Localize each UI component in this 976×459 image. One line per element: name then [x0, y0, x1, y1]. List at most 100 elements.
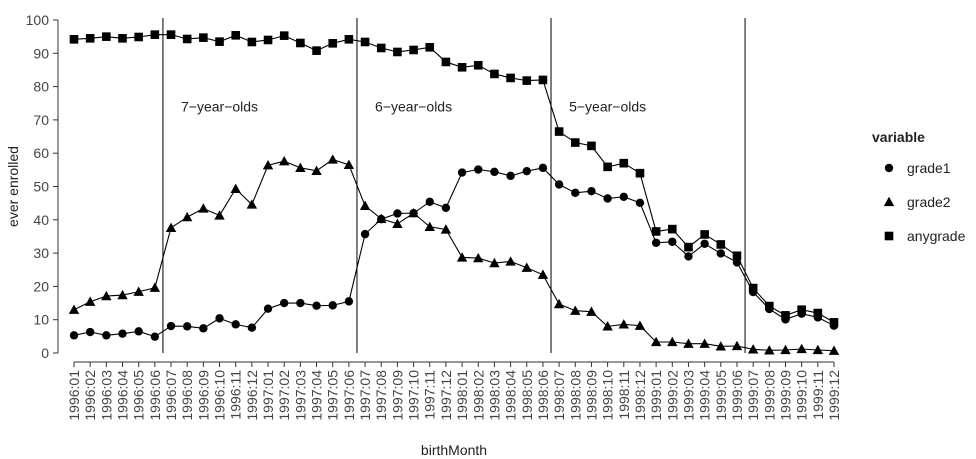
series-grade1	[69, 163, 839, 341]
x-tick-label: 1996:04	[115, 370, 131, 421]
point-anygrade	[344, 35, 354, 44]
point-grade1	[328, 301, 337, 310]
point-grade2	[214, 210, 225, 220]
point-grade1	[441, 203, 451, 213]
point-grade1	[522, 166, 531, 176]
point-grade1	[700, 239, 709, 248]
x-tick-label: 1996:08	[179, 370, 195, 421]
legend-label-grade1: grade1	[907, 160, 951, 176]
point-grade2	[246, 199, 258, 209]
point-anygrade	[215, 37, 224, 46]
x-tick-label: 1997:05	[325, 370, 341, 421]
x-tick-label: 1997:07	[357, 370, 373, 421]
point-grade2	[634, 320, 646, 330]
x-tick-label: 1999:03	[680, 370, 696, 421]
point-grade2	[327, 154, 338, 164]
y-tick-label: 90	[33, 45, 49, 61]
age-group-label: 5−year−olds	[569, 99, 646, 115]
point-grade2	[424, 221, 435, 231]
x-tick-label: 1997:02	[276, 370, 292, 421]
point-anygrade	[732, 251, 742, 261]
point-anygrade	[457, 62, 467, 72]
point-anygrade	[425, 43, 435, 52]
x-tick-label: 1997:06	[341, 370, 357, 421]
point-grade1	[587, 186, 596, 196]
y-tick-label: 50	[33, 179, 49, 195]
point-grade1	[118, 329, 127, 338]
point-anygrade	[522, 76, 532, 85]
point-anygrade	[619, 158, 629, 168]
point-anygrade	[748, 283, 758, 293]
point-grade2	[279, 155, 290, 166]
point-grade2	[376, 213, 387, 223]
point-grade1	[215, 314, 224, 323]
point-grade1	[684, 252, 693, 261]
series-group	[68, 30, 840, 355]
point-anygrade	[231, 31, 241, 40]
point-grade1	[150, 332, 160, 341]
y-tick-label: 10	[33, 312, 49, 328]
point-anygrade	[296, 38, 305, 48]
x-tick-label: 1999:07	[745, 370, 761, 421]
point-grade1	[312, 301, 321, 310]
point-grade2	[198, 203, 209, 213]
point-anygrade	[393, 47, 402, 57]
point-grade1	[457, 168, 467, 177]
point-grade1	[263, 304, 273, 313]
point-grade1	[506, 171, 515, 181]
point-grade1	[199, 324, 208, 333]
x-tick-label: 1999:01	[648, 370, 664, 421]
point-grade2	[602, 321, 613, 331]
legend-title: variable	[872, 129, 925, 145]
point-grade1	[69, 331, 79, 340]
point-grade2	[828, 345, 840, 355]
x-tick-label: 1996:11	[228, 370, 244, 420]
point-grade2	[489, 257, 500, 268]
point-grade1	[393, 209, 402, 218]
point-anygrade	[199, 33, 208, 42]
point-grade1	[474, 165, 483, 174]
point-grade2	[521, 262, 532, 272]
x-tick-label: 1996:09	[195, 370, 211, 421]
point-anygrade	[182, 34, 192, 44]
point-anygrade	[118, 34, 127, 43]
x-tick-label: 1999:12	[826, 370, 842, 421]
x-tick-label: 1998:02	[470, 370, 486, 421]
point-grade2	[408, 207, 419, 218]
point-anygrade	[635, 168, 645, 178]
cutoff-lines	[162, 18, 746, 353]
point-grade2	[392, 218, 403, 228]
legend-marker-grade2	[883, 196, 895, 207]
x-tick-label: 1996:06	[147, 370, 163, 421]
x-tick-label: 1997:03	[292, 370, 308, 421]
point-grade1	[603, 194, 612, 203]
point-grade1	[247, 323, 257, 332]
point-anygrade	[247, 37, 257, 47]
point-grade1	[554, 180, 564, 189]
point-grade1	[571, 188, 580, 198]
point-grade2	[667, 336, 678, 347]
point-anygrade	[570, 138, 580, 147]
age-group-annotations: 7−year−olds 6−year−olds 5−year−olds	[181, 99, 646, 115]
point-grade2	[812, 344, 824, 355]
point-grade1	[182, 322, 192, 331]
point-anygrade	[538, 75, 548, 85]
legend-label-anygrade: anygrade	[907, 228, 966, 244]
y-axis-title: ever enrolled	[5, 146, 21, 227]
line-anygrade	[73, 34, 835, 323]
point-grade2	[764, 345, 775, 355]
legend: variable grade1 grade2 anygrade	[872, 129, 966, 244]
point-anygrade	[587, 141, 596, 151]
point-anygrade	[85, 34, 95, 43]
point-grade1	[231, 320, 240, 329]
x-tick-label: 1998:10	[600, 370, 616, 421]
x-tick-label: 1999:02	[664, 370, 680, 421]
point-anygrade	[651, 227, 661, 236]
point-grade2	[683, 338, 694, 348]
point-anygrade	[441, 57, 451, 67]
point-grade2	[262, 159, 274, 170]
x-tick-label: 1997:09	[389, 370, 405, 421]
x-tick-label: 1999:06	[729, 370, 745, 421]
